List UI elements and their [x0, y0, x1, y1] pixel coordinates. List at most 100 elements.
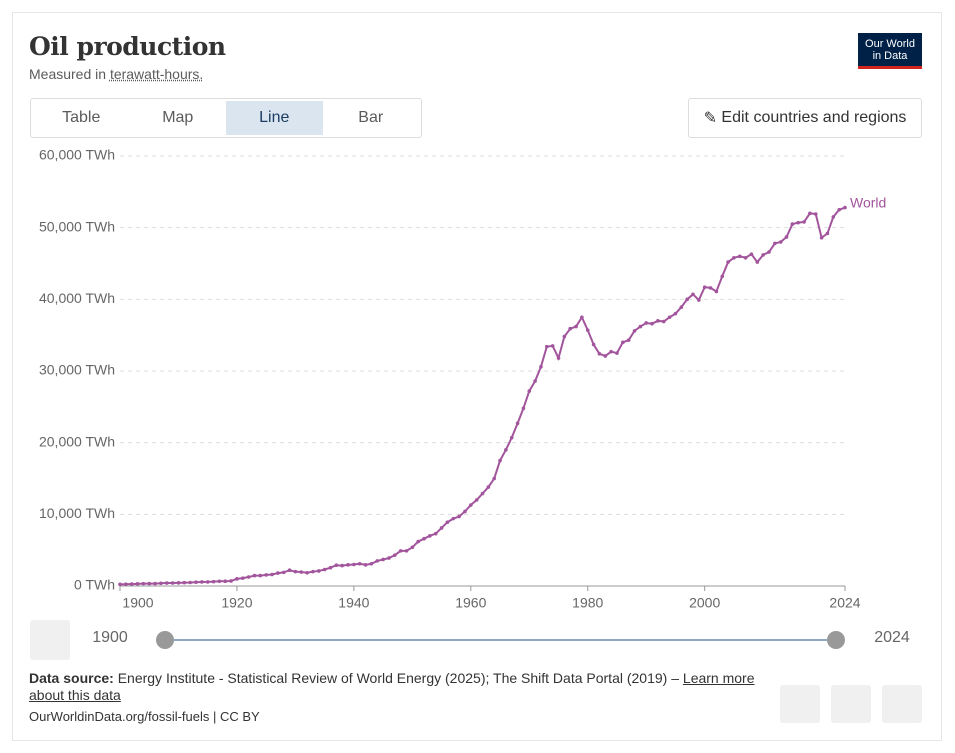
subtitle: Measured in terawatt-hours.: [29, 66, 203, 82]
point: [217, 579, 222, 584]
point: [825, 231, 830, 236]
point: [673, 311, 678, 316]
point: [299, 570, 304, 574]
point: [609, 349, 613, 354]
point: [720, 274, 725, 279]
point: [293, 569, 298, 574]
y-tick-label: 40,000 TWh: [39, 290, 115, 306]
point: [153, 581, 157, 586]
point: [240, 576, 245, 580]
tab[interactable]: Map: [162, 109, 194, 126]
point: [246, 575, 251, 579]
point: [533, 379, 537, 383]
timeline-handle[interactable]: [156, 631, 174, 649]
timeline-handle[interactable]: [827, 631, 845, 649]
share-button[interactable]: [831, 685, 871, 723]
learn-more-link[interactable]: Learn more about this data: [29, 670, 755, 703]
point: [445, 520, 450, 525]
point: [258, 573, 263, 578]
point: [708, 286, 713, 290]
point: [416, 539, 420, 544]
subtitle-text: Measured in: [29, 66, 107, 82]
point: [369, 561, 374, 566]
timeline-start: 1900: [92, 629, 128, 646]
series-label: World: [850, 194, 886, 210]
point: [568, 326, 573, 331]
license[interactable]: OurWorldinData.org/fossil-fuels | CC BY: [29, 709, 260, 724]
point: [621, 340, 625, 345]
point: [550, 344, 555, 348]
point: [194, 580, 198, 585]
point: [562, 334, 567, 339]
tab[interactable]: Table: [62, 109, 101, 126]
point: [322, 567, 327, 572]
point: [591, 342, 596, 347]
card: [12, 12, 942, 741]
x-tick-label: 1960: [455, 595, 486, 611]
point: [515, 421, 520, 426]
point: [656, 319, 660, 323]
tab-bar: Table Map Line Bar: [30, 98, 422, 138]
point: [498, 458, 502, 463]
point: [597, 352, 602, 356]
point: [311, 569, 315, 574]
point: [340, 563, 344, 568]
logo-text: in Data: [872, 50, 908, 62]
point: [159, 581, 163, 586]
y-tick-label: 50,000 TWh: [39, 218, 115, 234]
point: [749, 252, 754, 256]
fullscreen-button[interactable]: [882, 685, 922, 723]
point: [556, 356, 561, 360]
point: [229, 579, 233, 583]
point: [129, 582, 134, 586]
point: [316, 569, 321, 573]
point: [328, 565, 333, 570]
timeline-end: 2024: [874, 629, 910, 646]
download-button[interactable]: [780, 685, 820, 723]
y-tick-label: 0 TWh: [74, 577, 115, 593]
point: [164, 581, 169, 585]
point: [509, 435, 514, 440]
play-button[interactable]: [30, 620, 70, 660]
point: [644, 321, 649, 325]
point: [504, 448, 508, 452]
point: [305, 570, 309, 575]
point: [469, 503, 473, 507]
point: [790, 222, 795, 226]
point: [679, 305, 684, 310]
point: [632, 329, 637, 333]
point: [796, 220, 801, 225]
point: [346, 563, 350, 567]
tab[interactable]: Line: [226, 101, 323, 135]
point: [761, 253, 765, 257]
logo[interactable]: Our World in Data: [858, 33, 922, 69]
x-tick-label: 2024: [829, 595, 860, 611]
point: [200, 580, 204, 584]
x-tick-label: 1940: [338, 595, 369, 611]
point: [124, 582, 128, 587]
point: [615, 351, 619, 355]
tab[interactable]: Bar: [358, 109, 384, 126]
point: [539, 364, 543, 369]
point: [697, 298, 701, 302]
point: [147, 581, 152, 586]
point: [398, 549, 403, 553]
point: [702, 285, 707, 289]
point: [363, 563, 368, 567]
point: [392, 553, 397, 557]
point: [778, 240, 783, 244]
unit-link[interactable]: terawatt-hours.: [109, 66, 204, 82]
point: [170, 581, 175, 585]
y-tick-label: 60,000 TWh: [39, 147, 115, 163]
point: [182, 580, 187, 585]
point: [667, 315, 672, 320]
point: [410, 545, 415, 550]
point: [527, 389, 532, 393]
point: [737, 254, 742, 259]
point: [235, 577, 239, 581]
y-tick-label: 20,000 TWh: [39, 433, 115, 449]
chart-title: Oil production: [29, 32, 226, 61]
edit-button[interactable]: ✎ Edit countries and regions: [688, 98, 922, 138]
